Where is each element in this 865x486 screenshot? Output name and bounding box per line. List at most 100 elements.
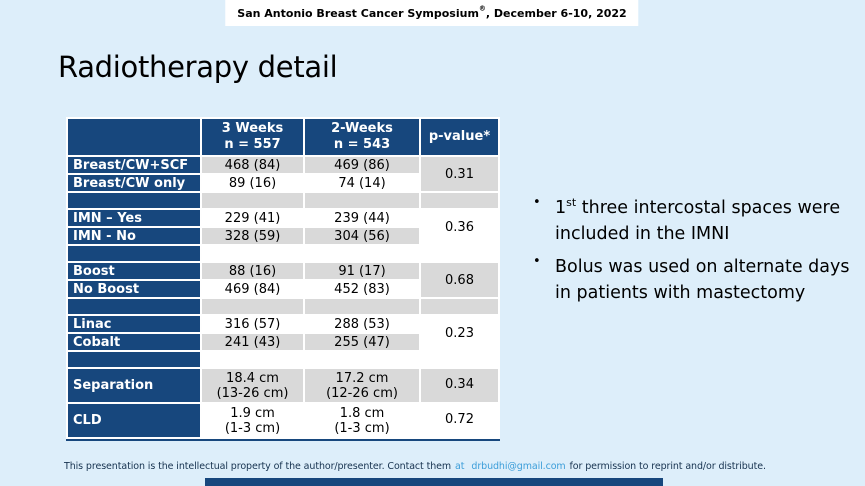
table-row-separation: Separation 18.4 cm (13-26 cm) 17.2 cm (1… [68,369,498,402]
row-label: Separation [68,369,200,402]
value-3weeks: 1.9 cm (1-3 cm) [202,404,303,437]
p-value-cell: 0.23 [421,316,498,350]
value-2weeks: 91 (17) [305,263,419,279]
row-label: Breast/CW+SCF [68,157,200,173]
value-2weeks: 239 (44) [305,210,419,226]
value-line2: (1-3 cm) [224,420,281,436]
value-3weeks: 316 (57) [202,316,303,332]
value-2weeks: 469 (86) [305,157,419,173]
p-value-cell: 0.72 [421,404,498,437]
value-3weeks: 468 (84) [202,157,303,173]
row-label: No Boost [68,281,200,297]
row-label: CLD [68,404,200,437]
table-row-no-boost: No Boost 469 (84) 452 (83) [68,281,498,297]
value-3weeks: 328 (59) [202,228,303,244]
spacer-cell [421,352,498,367]
radiotherapy-table: 3 Weeks n = 557 2-Weeks n = 543 p-value*… [66,117,500,441]
value-line1: 17.2 cm [335,370,389,386]
spacer-cell [202,299,303,314]
bullet-icon: • [533,195,541,210]
bullet-list: • 1st three intercostal spaces were incl… [533,190,855,308]
value-line1: 18.4 cm [226,370,279,386]
spacer-cell [68,246,200,261]
row-label: Boost [68,263,200,279]
header-2weeks-line1: 2-Weeks [331,121,393,136]
table-row-cld: CLD 1.9 cm (1-3 cm) 1.8 cm (1-3 cm) 0.72 [68,404,498,437]
bullet-prefix: 1 [555,197,567,218]
email-link[interactable]: drbudhi@gmail.com [471,461,566,472]
spacer-row [68,299,498,314]
header-3weeks: 3 Weeks n = 557 [202,119,303,155]
spacer-cell [305,352,419,367]
value-3weeks: 241 (43) [202,334,303,350]
value-3weeks: 88 (16) [202,263,303,279]
table-row-breast-cw-only: Breast/CW only 89 (16) 74 (14) [68,175,498,191]
table-row-imn-no: IMN - No 328 (59) 304 (56) [68,228,498,244]
bullet-item: • 1st three intercostal spaces were incl… [533,190,855,247]
footer: This presentation is the intellectual pr… [64,461,766,472]
value-2weeks: 17.2 cm (12-26 cm) [305,369,419,402]
value-line1: 1.8 cm [339,405,385,421]
row-label: IMN – Yes [68,210,200,226]
bullet-icon: • [533,253,541,269]
spacer-row [68,246,498,261]
footer-at-label: at [455,461,465,472]
value-3weeks: 469 (84) [202,281,303,297]
symposium-name: San Antonio Breast Cancer Symposium [237,7,479,20]
spacer-row [68,193,498,208]
row-label: Linac [68,316,200,332]
spacer-cell [421,246,498,261]
table-row-linac: Linac 316 (57) 288 (53) 0.23 [68,316,498,350]
spacer-cell [202,246,303,261]
spacer-cell [68,193,200,208]
spacer-cell [202,352,303,367]
header-pvalue: p-value* [421,119,498,155]
footer-text-before: This presentation is the intellectual pr… [64,461,452,472]
symposium-date: , December 6-10, 2022 [485,7,627,20]
p-value-cell: 0.34 [421,369,498,402]
table-row-imn-yes: IMN – Yes 229 (41) 239 (44) 0.36 [68,210,498,244]
table-row-boost: Boost 88 (16) 91 (17) 0.68 [68,263,498,297]
spacer-cell [421,299,498,314]
bullet-text: 1st three intercostal spaces were includ… [555,190,855,247]
value-2weeks: 74 (14) [305,175,419,191]
row-label: Breast/CW only [68,175,200,191]
header-2weeks-line2: n = 543 [333,137,391,152]
value-line1: 1.9 cm [230,405,275,421]
spacer-cell [421,193,498,208]
p-value-cell: 0.68 [421,263,498,297]
header-3weeks-line2: n = 557 [224,137,281,152]
p-value-cell: 0.31 [421,157,498,191]
table-row-breast-cw-scf: Breast/CW+SCF 468 (84) 469 (86) 0.31 [68,157,498,191]
spacer-cell [305,299,419,314]
table-row-cobalt: Cobalt 241 (43) 255 (47) [68,334,498,350]
spacer-row [68,352,498,367]
value-3weeks: 229 (41) [202,210,303,226]
bullet-item: • Bolus was used on alternate days in pa… [533,249,855,306]
page-title: Radiotherapy detail [58,50,338,84]
bullet-superscript: st [566,196,577,209]
symposium-header: San Antonio Breast Cancer Symposium®, De… [225,0,639,26]
value-2weeks: 452 (83) [305,281,419,297]
spacer-cell [202,193,303,208]
registered-mark-icon: ® [478,4,486,13]
spacer-cell [68,299,200,314]
header-2weeks: 2-Weeks n = 543 [305,119,419,155]
value-3weeks: 18.4 cm (13-26 cm) [202,369,303,402]
row-label: IMN - No [68,228,200,244]
value-3weeks: 89 (16) [202,175,303,191]
p-value-cell: 0.36 [421,210,498,244]
header-empty-cell [68,119,200,155]
spacer-cell [305,246,419,261]
spacer-cell [68,352,200,367]
value-2weeks: 255 (47) [305,334,419,350]
bullet-body: Bolus was used on alternate days in pati… [555,256,850,303]
value-line2: (1-3 cm) [334,420,390,436]
table-header-row: 3 Weeks n = 557 2-Weeks n = 543 p-value* [68,119,498,155]
value-line2: (13-26 cm) [216,385,289,401]
bullet-body: three intercostal spaces were included i… [555,197,841,244]
spacer-cell [305,193,419,208]
row-label: Cobalt [68,334,200,350]
header-3weeks-line1: 3 Weeks [221,121,284,136]
